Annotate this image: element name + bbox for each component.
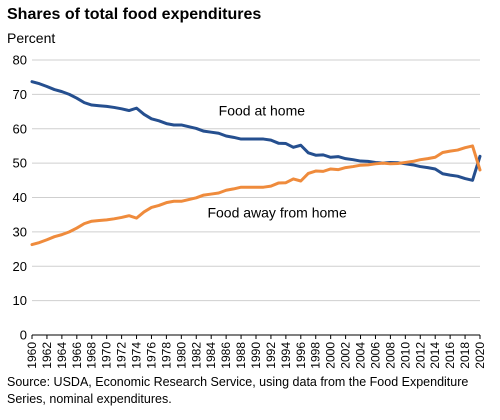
x-tick-label: 1964 (55, 342, 69, 369)
x-tick-label: 1976 (144, 342, 158, 369)
x-tick-label: 1968 (85, 342, 99, 369)
x-tick-label: 1998 (309, 342, 323, 369)
label-food-away-from-home: Food away from home (207, 204, 346, 220)
x-tick-label: 2008 (383, 342, 397, 369)
x-tick-label: 1978 (159, 342, 173, 369)
chart-title: Shares of total food expenditures (7, 6, 262, 23)
x-tick-label: 1970 (100, 342, 114, 369)
x-tick-label: 2012 (413, 342, 427, 369)
x-tick-label: 1974 (130, 342, 144, 369)
y-tick-label: 70 (13, 87, 27, 102)
x-tick-label: 1990 (249, 342, 263, 369)
series-lines (30, 80, 482, 247)
x-tick-label: 1966 (70, 342, 84, 369)
series-line-food-at-home (30, 80, 482, 182)
y-tick-label: 50 (13, 156, 27, 171)
y-tick-label: 60 (13, 121, 27, 136)
series-line-food-away-from-home (30, 144, 482, 247)
x-tick-label: 1980 (174, 342, 188, 369)
x-axis-ticks: 1960 1962 1964 1966 1968 1970 1972 1974 1976 1978… (25, 335, 487, 369)
x-tick-label: 1960 (25, 342, 39, 369)
y-tick-label: 10 (13, 293, 27, 308)
x-tick-label: 1996 (294, 342, 308, 369)
source-note: Source: USDA, Economic Research Service,… (7, 375, 469, 406)
x-tick-label: 2006 (368, 342, 382, 369)
x-tick-label: 2020 (473, 342, 487, 369)
series-labels: Food at home Food away from home (207, 103, 346, 221)
x-tick-label: 1972 (115, 342, 129, 369)
y-tick-label: 40 (13, 190, 27, 205)
y-tick-label: 80 (13, 53, 27, 68)
y-axis-label: Percent (7, 30, 56, 46)
y-tick-label: 0 (20, 328, 27, 343)
x-tick-label: 1984 (204, 342, 218, 369)
x-tick-label: 1986 (219, 342, 233, 369)
x-tick-label: 2010 (398, 342, 412, 369)
y-axis-ticks: 0 10 20 30 40 50 60 70 80 (13, 53, 27, 343)
y-tick-label: 30 (13, 224, 27, 239)
x-tick-label: 1962 (40, 342, 54, 369)
x-tick-label: 2014 (428, 342, 442, 369)
x-tick-label: 2002 (339, 342, 353, 369)
x-tick-label: 1988 (234, 342, 248, 369)
x-tick-label: 2004 (354, 342, 368, 369)
label-food-at-home: Food at home (219, 103, 306, 119)
x-tick-label: 2000 (324, 342, 338, 369)
x-tick-label: 1992 (264, 342, 278, 369)
y-tick-label: 20 (13, 259, 27, 274)
x-tick-label: 2018 (458, 342, 472, 369)
x-tick-label: 2016 (443, 342, 457, 369)
x-tick-label: 1982 (189, 342, 203, 369)
gridlines (32, 59, 480, 302)
x-tick-label: 1994 (279, 342, 293, 369)
